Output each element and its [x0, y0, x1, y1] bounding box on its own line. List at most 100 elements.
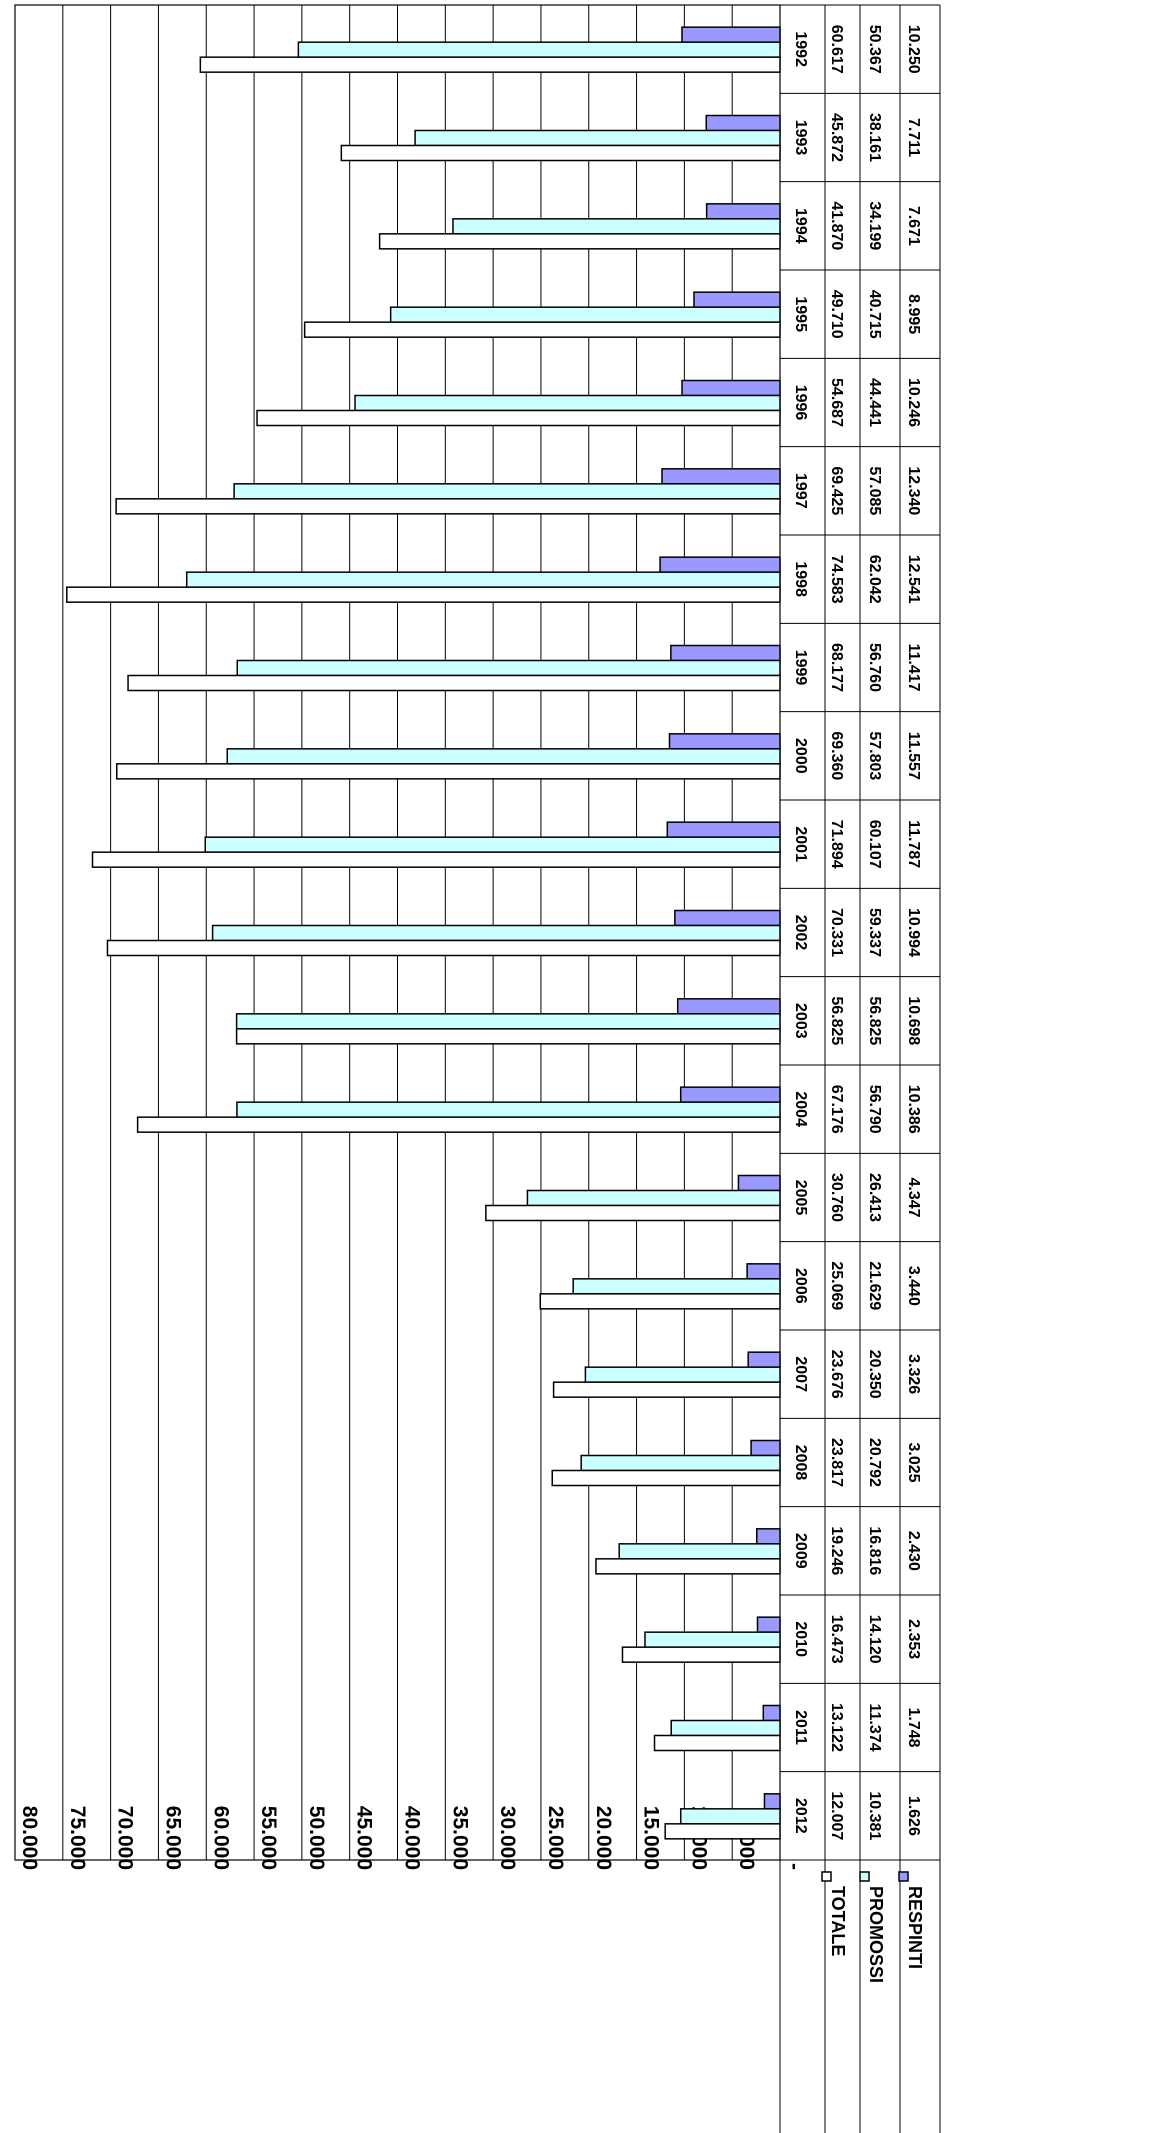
- table-cell-value: 23.676: [828, 1350, 845, 1399]
- category-label: 1999: [792, 650, 809, 686]
- table-cell-value: 25.069: [828, 1261, 845, 1310]
- category-label: 1997: [792, 473, 809, 509]
- table-cell-value: 11.557: [905, 732, 922, 780]
- table-cell-value: 8.995: [905, 294, 922, 334]
- category-label: 2003: [792, 1003, 809, 1039]
- bar-promossi: [572, 1278, 781, 1295]
- table-cell-value: 2.430: [905, 1531, 922, 1571]
- table-cell-value: 10.250: [905, 25, 922, 74]
- bar-totale: [136, 1116, 781, 1133]
- value-tick-label: 45.000: [353, 1806, 376, 1870]
- table-cell-value: 71.894: [828, 820, 845, 869]
- table-cell-value: 41.870: [828, 201, 845, 250]
- table-cell-value: 34.199: [866, 201, 883, 250]
- bar-respinti: [756, 1616, 781, 1633]
- bar-respinti: [679, 1086, 781, 1103]
- table-cell-value: 19.246: [828, 1526, 845, 1575]
- bar-totale: [256, 409, 781, 427]
- table-cell-value: 60.617: [828, 25, 845, 74]
- table-cell-value: 14.120: [866, 1615, 883, 1664]
- bar-totale: [552, 1381, 781, 1398]
- table-cell-value: 69.360: [828, 731, 845, 780]
- table-cell-value: 3.326: [905, 1354, 922, 1394]
- bar-promossi: [354, 394, 781, 412]
- category-label: 2006: [792, 1268, 809, 1304]
- bar-respinti: [681, 379, 781, 397]
- table-cell-value: 21.629: [866, 1261, 883, 1310]
- table-cell-value: 16.473: [828, 1615, 845, 1664]
- table-cell-value: 45.872: [828, 113, 845, 162]
- table-cell-value: 7.671: [905, 206, 922, 246]
- table-cell-value: 1.626: [905, 1796, 922, 1836]
- category-label: 2011: [792, 1710, 809, 1745]
- bar-respinti: [670, 644, 781, 662]
- bar-totale: [551, 1469, 781, 1487]
- table-cell-value: 10.698: [905, 996, 922, 1045]
- bar-promossi: [226, 748, 781, 765]
- category-label: 2012: [792, 1798, 809, 1834]
- table-cell-value: 70.331: [828, 908, 845, 957]
- table-cell-value: 40.715: [866, 290, 883, 339]
- category-label: 2000: [792, 738, 809, 774]
- bar-respinti: [681, 26, 781, 43]
- table-cell-value: 23.817: [828, 1438, 845, 1487]
- bar-respinti: [659, 556, 781, 573]
- table-cell-value: 3.025: [905, 1442, 922, 1482]
- category-label: 1994: [792, 208, 809, 244]
- table-cell-value: 50.367: [866, 25, 883, 74]
- bar-respinti: [746, 1263, 781, 1280]
- table-cell-value: 56.790: [866, 1085, 883, 1134]
- bar-promossi: [211, 924, 781, 942]
- value-tick-label: 60.000: [209, 1806, 232, 1870]
- bar-totale: [621, 1646, 781, 1663]
- bar-respinti: [737, 1174, 781, 1192]
- table-cell-value: 13.122: [828, 1703, 845, 1752]
- value-tick-label: 25.000: [544, 1806, 567, 1870]
- legend-swatch-respinti: [898, 1871, 909, 1882]
- bar-totale: [66, 586, 781, 603]
- bar-promossi: [297, 41, 781, 58]
- value-tick-label: 15.000: [640, 1806, 663, 1870]
- table-cell-value: 69.425: [828, 466, 845, 515]
- table-cell-value: 12.541: [905, 555, 922, 604]
- bar-promossi: [233, 483, 781, 500]
- category-label: 2001: [792, 826, 809, 862]
- table-cell-value: 11.787: [905, 820, 922, 868]
- bar-totale: [539, 1293, 781, 1310]
- bar-totale: [485, 1204, 781, 1222]
- table-cell-value: 26.413: [866, 1173, 883, 1222]
- table-cell-value: 57.803: [866, 731, 883, 780]
- category-label: 2002: [792, 915, 809, 951]
- table-cell-value: 49.710: [828, 290, 845, 339]
- value-tick-label: 35.000: [448, 1806, 471, 1870]
- table-cell-value: 10.994: [905, 908, 922, 957]
- category-label: 2007: [792, 1356, 809, 1392]
- category-label: 1992: [792, 31, 809, 67]
- category-label: 2010: [792, 1621, 809, 1657]
- bar-totale: [91, 851, 781, 868]
- table-cell-value: 56.760: [866, 643, 883, 692]
- legend-swatch-totale: [821, 1871, 832, 1882]
- table-cell-value: 57.085: [866, 466, 883, 515]
- bar-promossi: [236, 659, 781, 677]
- value-tick-label: 65.000: [161, 1806, 184, 1870]
- category-label: 2004: [792, 1091, 809, 1127]
- table-cell-value: 20.350: [866, 1350, 883, 1399]
- bar-totale: [378, 233, 781, 250]
- bar-totale: [199, 56, 781, 73]
- bar-promossi: [670, 1719, 781, 1737]
- category-label: 1998: [792, 561, 809, 597]
- value-tick-label: 55.000: [257, 1806, 280, 1870]
- bar-promossi: [618, 1543, 781, 1560]
- bar-totale: [235, 1028, 781, 1045]
- category-label: 2008: [792, 1445, 809, 1481]
- bar-respinti: [668, 733, 781, 750]
- table-cell-value: 30.760: [828, 1173, 845, 1222]
- bar-promossi: [580, 1454, 781, 1472]
- bar-respinti: [676, 998, 781, 1015]
- value-tick-label: -: [783, 1863, 806, 1870]
- table-cell-value: 12.007: [828, 1791, 845, 1840]
- table-cell-value: 59.337: [866, 908, 883, 957]
- bar-respinti: [693, 291, 781, 308]
